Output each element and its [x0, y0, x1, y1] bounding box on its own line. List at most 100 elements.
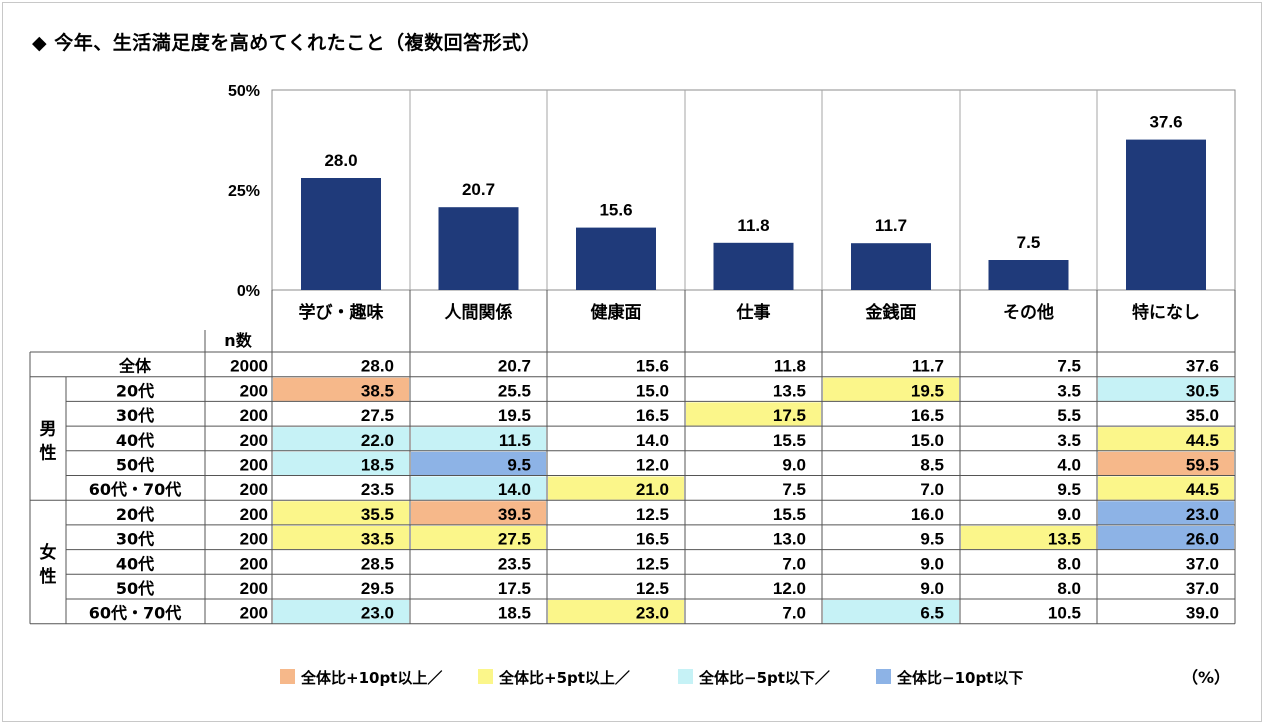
table-cell: 33.5: [361, 530, 394, 549]
legend-label: 全体比−10pt以下: [896, 669, 1023, 687]
row-label: 20代: [116, 505, 154, 524]
n-header: n数: [224, 331, 252, 350]
row-label: 20代: [116, 381, 154, 400]
category-header: 人間関係: [445, 302, 513, 323]
legend-swatch: [280, 669, 295, 684]
table-cell: 9.0: [920, 579, 944, 598]
bar: [576, 227, 656, 290]
group-label: 性: [40, 442, 57, 463]
table-cell: 12.5: [636, 579, 669, 598]
table-cell: 23.0: [361, 604, 394, 623]
table-cell: 44.5: [1186, 431, 1219, 450]
table-cell: 12.5: [636, 505, 669, 524]
table-cell: 12.5: [636, 554, 669, 573]
unit-label: （%）: [1182, 668, 1230, 687]
table-cell: 39.5: [498, 505, 531, 524]
table-cell: 23.0: [1186, 505, 1219, 524]
table-cell: 37.6: [1186, 357, 1219, 376]
highlight-cell: [823, 600, 959, 624]
table-cell: 38.5: [361, 381, 394, 400]
highlight-cell: [548, 476, 684, 500]
highlight-cell: [273, 600, 409, 624]
table-cell: 16.5: [636, 406, 669, 425]
table-cell: 11.5: [499, 431, 531, 450]
table-cell: 13.5: [773, 381, 806, 400]
y-tick-label: 50%: [228, 83, 260, 100]
row-n: 200: [240, 530, 268, 549]
bar-value-label: 28.0: [324, 151, 357, 170]
table-cell: 3.5: [1057, 431, 1081, 450]
table-cell: 7.0: [782, 604, 806, 623]
bar-value-label: 11.8: [737, 216, 769, 235]
table-cell: 17.5: [773, 406, 806, 425]
row-n: 200: [240, 554, 268, 573]
table-cell: 16.5: [636, 530, 669, 549]
row-label: 30代: [116, 406, 154, 425]
table-cell: 15.6: [636, 357, 669, 376]
table-cell: 4.0: [1057, 456, 1081, 475]
row-n: 200: [240, 505, 268, 524]
highlight-cell: [273, 451, 409, 475]
highlight-cell: [273, 525, 409, 550]
highlight-cell: [411, 427, 546, 451]
bar: [438, 207, 519, 290]
table-cell: 26.0: [1186, 530, 1219, 549]
table-cell: 12.0: [636, 456, 669, 475]
table-cell: 18.5: [498, 604, 531, 623]
category-header: 仕事: [736, 302, 771, 323]
category-header: 特になし: [1132, 302, 1200, 323]
row-label: 全体: [118, 357, 152, 376]
highlight-cell: [1098, 525, 1234, 550]
table-cell: 21.0: [636, 480, 669, 499]
highlight-cell: [411, 501, 546, 525]
bar-value-label: 11.7: [875, 216, 907, 235]
row-label: 60代・70代: [89, 604, 182, 623]
legend-label: 全体比+10pt以上／: [300, 669, 442, 687]
table-cell: 7.5: [1057, 357, 1081, 376]
bar: [1126, 139, 1206, 290]
table-cell: 17.5: [498, 579, 531, 598]
table-cell: 25.5: [498, 381, 531, 400]
highlight-cell: [961, 525, 1096, 550]
highlight-cell: [411, 476, 546, 500]
table-cell: 18.5: [361, 456, 394, 475]
table-cell: 37.0: [1186, 579, 1219, 598]
legend-swatch: [478, 669, 493, 684]
bar-value-label: 15.6: [599, 201, 632, 220]
table-cell: 20.7: [498, 357, 531, 376]
table-cell: 10.5: [1048, 604, 1081, 623]
row-n: 200: [240, 406, 268, 425]
table-cell: 15.5: [773, 431, 806, 450]
table-cell: 19.5: [498, 406, 531, 425]
highlight-cell: [411, 451, 546, 475]
table-cell: 9.0: [920, 554, 944, 573]
table-cell: 37.0: [1186, 554, 1219, 573]
highlight-cell: [1098, 476, 1234, 500]
bar-value-label: 7.5: [1017, 233, 1041, 252]
table-cell: 19.5: [911, 381, 944, 400]
row-label: 50代: [116, 579, 154, 598]
table-cell: 13.0: [773, 530, 806, 549]
highlight-cell: [273, 427, 409, 451]
table-cell: 16.5: [911, 406, 944, 425]
table-cell: 8.5: [920, 456, 944, 475]
row-n: 200: [240, 456, 268, 475]
table-cell: 8.0: [1057, 554, 1081, 573]
table-cell: 8.0: [1057, 579, 1081, 598]
category-header: その他: [1003, 302, 1054, 323]
highlight-cell: [1098, 451, 1234, 475]
table-cell: 28.0: [361, 357, 394, 376]
legend-swatch: [678, 669, 693, 684]
chart-title: ◆ 今年、生活満足度を高めてくれたこと（複数回答形式）: [32, 32, 542, 54]
category-header: 学び・趣味: [299, 302, 384, 323]
table-cell: 27.5: [361, 406, 394, 425]
bar-value-label: 20.7: [462, 180, 495, 199]
highlight-cell: [548, 600, 684, 624]
legend-label: 全体比+5pt以上／: [498, 669, 630, 687]
group-label: 性: [40, 566, 57, 587]
table-cell: 7.5: [782, 480, 806, 499]
table-cell: 14.0: [498, 480, 531, 499]
table-cell: 30.5: [1186, 381, 1219, 400]
y-tick-label: 25%: [228, 183, 260, 200]
group-label: 女: [40, 542, 57, 563]
